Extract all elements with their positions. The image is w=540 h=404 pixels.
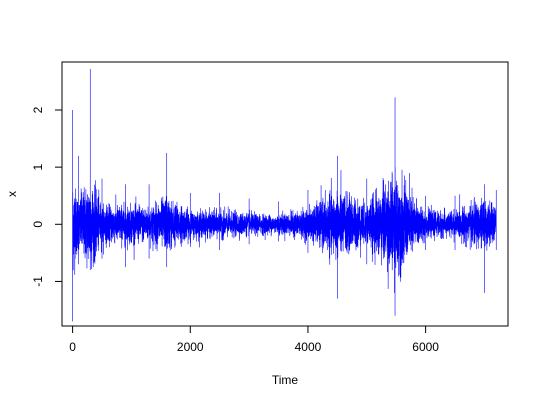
y-tick-label: 0 bbox=[31, 221, 45, 228]
x-axis: 0 2000 4000 6000 bbox=[69, 325, 439, 354]
x-tick-label: 0 bbox=[69, 340, 76, 354]
x-tick-label: 2000 bbox=[177, 340, 204, 354]
y-tick-label: 1 bbox=[31, 163, 45, 170]
plot-frame bbox=[61, 61, 509, 327]
series-line bbox=[72, 68, 497, 322]
y-tick-label: 2 bbox=[31, 106, 45, 113]
series-layer bbox=[72, 68, 497, 322]
x-axis-label: Time bbox=[272, 373, 299, 387]
x-tick-label: 4000 bbox=[295, 340, 322, 354]
y-tick-label: -1 bbox=[31, 276, 45, 287]
y-axis-label: x bbox=[5, 191, 19, 197]
y-axis: -1 0 1 2 bbox=[31, 106, 63, 287]
x-tick-label: 6000 bbox=[412, 340, 439, 354]
